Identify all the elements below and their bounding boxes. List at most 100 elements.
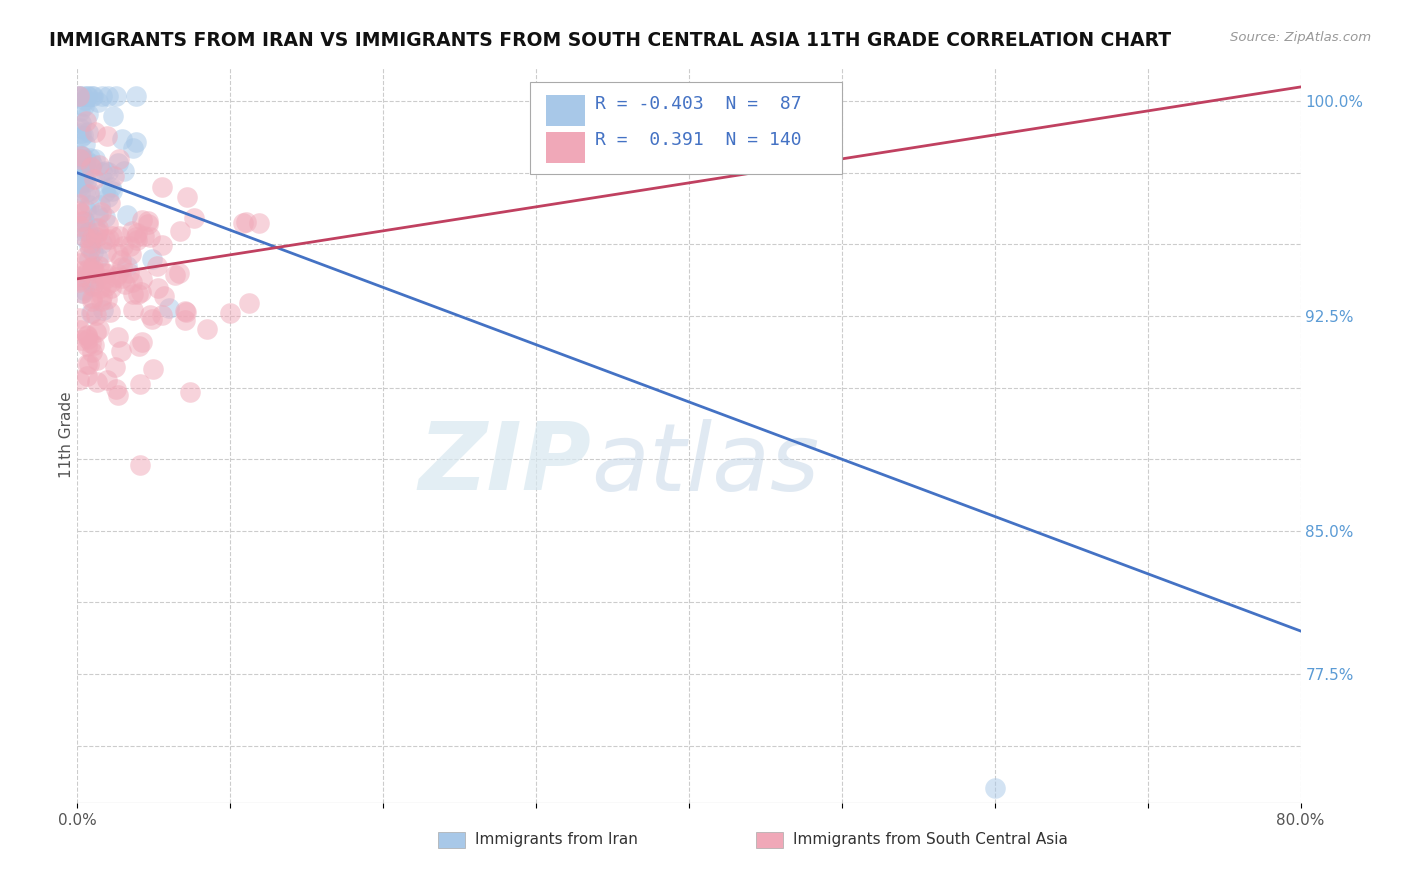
Point <box>169 223 191 237</box>
Point <box>70 130 93 145</box>
Point <box>146 281 169 295</box>
Point <box>77 238 100 252</box>
Point <box>94 163 117 178</box>
Point <box>67 88 90 103</box>
Point <box>141 252 163 266</box>
Point <box>179 384 201 399</box>
Point <box>94 272 117 286</box>
Point <box>94 245 117 260</box>
Point <box>79 151 101 165</box>
Point <box>90 205 112 219</box>
Text: atlas: atlas <box>591 418 820 510</box>
Point <box>76 328 98 343</box>
Point <box>80 294 103 309</box>
Point <box>67 310 90 325</box>
Point <box>121 275 143 289</box>
Point <box>79 242 101 256</box>
Point <box>129 458 152 473</box>
Point <box>174 312 197 326</box>
Point <box>73 157 96 171</box>
Point <box>94 211 117 225</box>
Point <box>69 153 91 167</box>
Point <box>67 273 90 287</box>
Point <box>122 303 145 318</box>
Point <box>132 228 155 243</box>
Y-axis label: 11th Grade: 11th Grade <box>59 392 73 478</box>
Point <box>69 256 91 270</box>
Point <box>80 278 103 293</box>
Point <box>79 273 101 287</box>
Point <box>77 332 100 346</box>
Point <box>96 128 118 143</box>
Point <box>150 238 173 252</box>
Point <box>80 306 103 320</box>
Point <box>112 239 135 253</box>
Point <box>173 303 195 318</box>
Point <box>91 165 114 179</box>
Point <box>69 223 91 237</box>
Point <box>98 195 121 210</box>
Point <box>94 232 117 246</box>
Point <box>104 382 127 396</box>
Point <box>69 120 91 135</box>
Point <box>75 93 97 107</box>
Point <box>67 275 90 289</box>
Point <box>111 132 134 146</box>
Point <box>247 216 270 230</box>
Point <box>97 190 120 204</box>
Point <box>96 293 118 307</box>
Point <box>69 149 91 163</box>
Point <box>75 114 97 128</box>
Point <box>86 353 108 368</box>
Point <box>87 158 110 172</box>
Point <box>87 259 110 273</box>
Point <box>97 217 120 231</box>
Bar <box>546 95 585 126</box>
Point <box>121 286 143 301</box>
Point <box>76 106 98 120</box>
Point <box>107 247 129 261</box>
Point <box>73 230 96 244</box>
Point <box>67 175 90 189</box>
Point <box>83 338 105 352</box>
Point <box>96 266 118 280</box>
Point <box>127 286 149 301</box>
Point <box>100 184 122 198</box>
Point <box>150 308 173 322</box>
Point <box>138 230 160 244</box>
Point <box>89 322 111 336</box>
Point <box>87 225 110 239</box>
Point <box>77 225 100 239</box>
Text: Immigrants from Iran: Immigrants from Iran <box>475 832 638 847</box>
Point <box>69 323 91 337</box>
Bar <box>546 132 585 162</box>
Point <box>77 88 100 103</box>
Point <box>69 263 91 277</box>
Point <box>69 269 91 284</box>
Text: Immigrants from South Central Asia: Immigrants from South Central Asia <box>793 832 1067 847</box>
Point <box>122 140 145 154</box>
Point <box>73 169 96 184</box>
Point <box>120 247 142 261</box>
Point <box>125 135 148 149</box>
Point <box>76 357 98 371</box>
Point <box>127 226 149 240</box>
Point <box>80 261 103 276</box>
Point <box>80 88 103 103</box>
Text: ZIP: ZIP <box>418 418 591 510</box>
Point <box>93 266 115 280</box>
Point <box>72 149 94 163</box>
Text: IMMIGRANTS FROM IRAN VS IMMIGRANTS FROM SOUTH CENTRAL ASIA 11TH GRADE CORRELATIO: IMMIGRANTS FROM IRAN VS IMMIGRANTS FROM … <box>49 31 1171 50</box>
Point <box>80 291 103 305</box>
Point <box>67 88 90 103</box>
Point <box>69 148 91 162</box>
Point <box>84 125 107 139</box>
Point <box>115 259 138 273</box>
Point <box>80 305 103 319</box>
Point <box>82 244 104 259</box>
Point <box>107 330 129 344</box>
Point <box>118 266 141 280</box>
Point <box>84 220 107 235</box>
Point <box>195 322 218 336</box>
Point <box>112 163 135 178</box>
